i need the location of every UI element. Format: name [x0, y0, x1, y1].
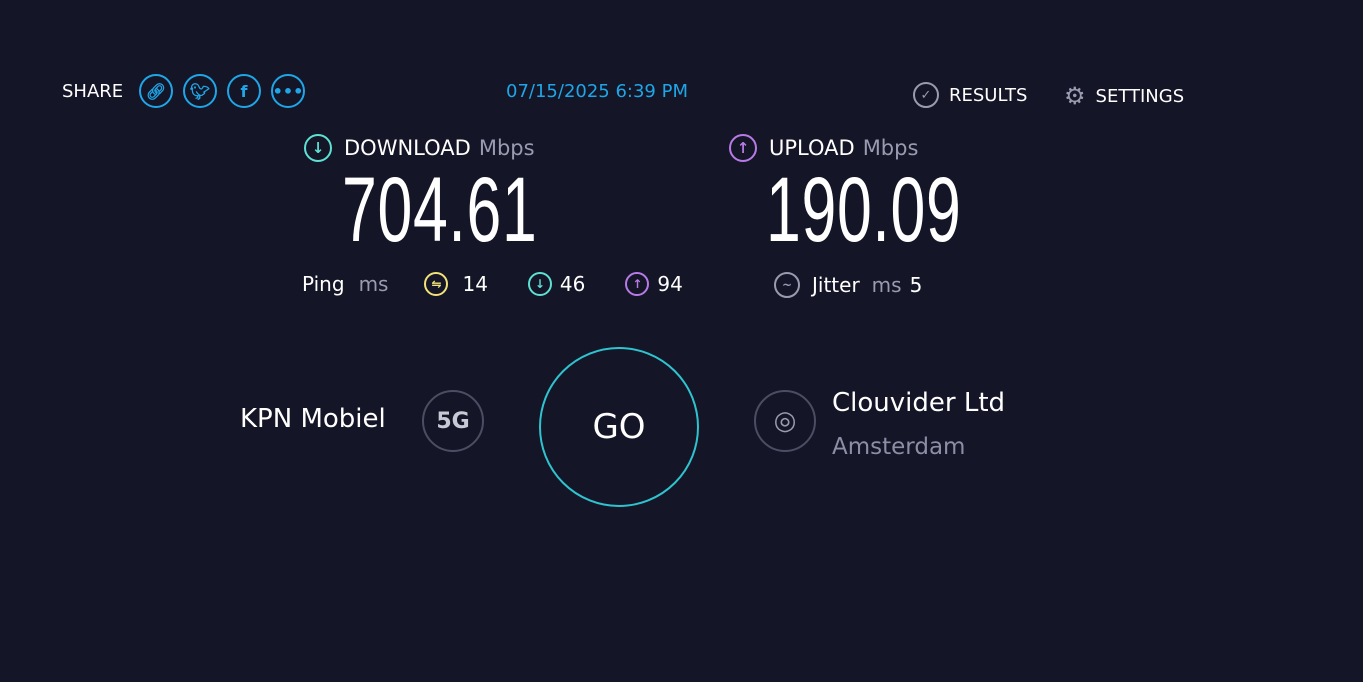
- idle-latency-icon: ⇋: [424, 272, 449, 296]
- isp-name[interactable]: KPN Mobiel: [240, 404, 386, 434]
- download-latency-icon: ↓: [527, 272, 552, 296]
- twitter-icon: 🐦︎: [189, 81, 211, 101]
- test-datetime: 07/15/2025 6:39 PM: [506, 81, 688, 102]
- download-speed: 704.61: [342, 159, 538, 261]
- jitter-row: ~ Jitter ms 5: [774, 272, 922, 298]
- gear-icon: ⚙: [1064, 82, 1086, 110]
- download-header: ↓ DOWNLOAD Mbps: [304, 134, 535, 162]
- share-label: SHARE: [62, 81, 124, 102]
- settings-button[interactable]: ⚙ SETTINGS: [1064, 82, 1184, 110]
- ping-row: Ping ms ⇋ 14 ↓ 46 ↑ 94: [302, 272, 683, 296]
- download-label: DOWNLOAD: [344, 136, 471, 160]
- download-unit: Mbps: [478, 136, 535, 160]
- jitter-value: 5: [909, 273, 923, 297]
- results-label: RESULTS: [949, 84, 1028, 106]
- link-icon: 🔗︎: [145, 81, 167, 101]
- ping-upload-value: 94: [657, 272, 683, 296]
- server-name[interactable]: Clouvider Ltd: [832, 388, 1006, 418]
- check-circle-icon: ✓: [913, 82, 939, 108]
- jitter-label: Jitter: [812, 273, 860, 297]
- globe-icon: ◎: [754, 390, 816, 452]
- upload-latency-icon: ↑: [625, 272, 650, 296]
- share-link-button[interactable]: 🔗︎: [139, 74, 173, 108]
- share-twitter-button[interactable]: 🐦︎: [183, 74, 217, 108]
- share-more-button[interactable]: •••: [271, 74, 305, 108]
- share-facebook-button[interactable]: f: [227, 74, 261, 108]
- upload-unit: Mbps: [862, 136, 919, 160]
- connection-type-badge: 5G: [422, 390, 484, 452]
- upload-header: ↑ UPLOAD Mbps: [729, 134, 918, 162]
- ping-label: Ping: [302, 272, 345, 296]
- upload-label: UPLOAD: [769, 136, 855, 160]
- results-button[interactable]: ✓ RESULTS: [913, 82, 1027, 108]
- upload-speed: 190.09: [766, 159, 962, 261]
- ping-idle-value: 14: [462, 272, 488, 296]
- server-location: Amsterdam: [832, 434, 966, 460]
- ping-download-value: 46: [559, 272, 586, 296]
- ping-unit: ms: [358, 272, 389, 296]
- go-button[interactable]: GO: [539, 347, 699, 507]
- upload-arrow-icon: ↑: [729, 134, 757, 162]
- settings-label: SETTINGS: [1095, 85, 1185, 107]
- download-arrow-icon: ↓: [304, 134, 332, 162]
- more-icon: •••: [272, 81, 304, 101]
- jitter-unit: ms: [871, 273, 902, 297]
- facebook-icon: f: [240, 81, 248, 101]
- jitter-wave-icon: ~: [774, 272, 800, 298]
